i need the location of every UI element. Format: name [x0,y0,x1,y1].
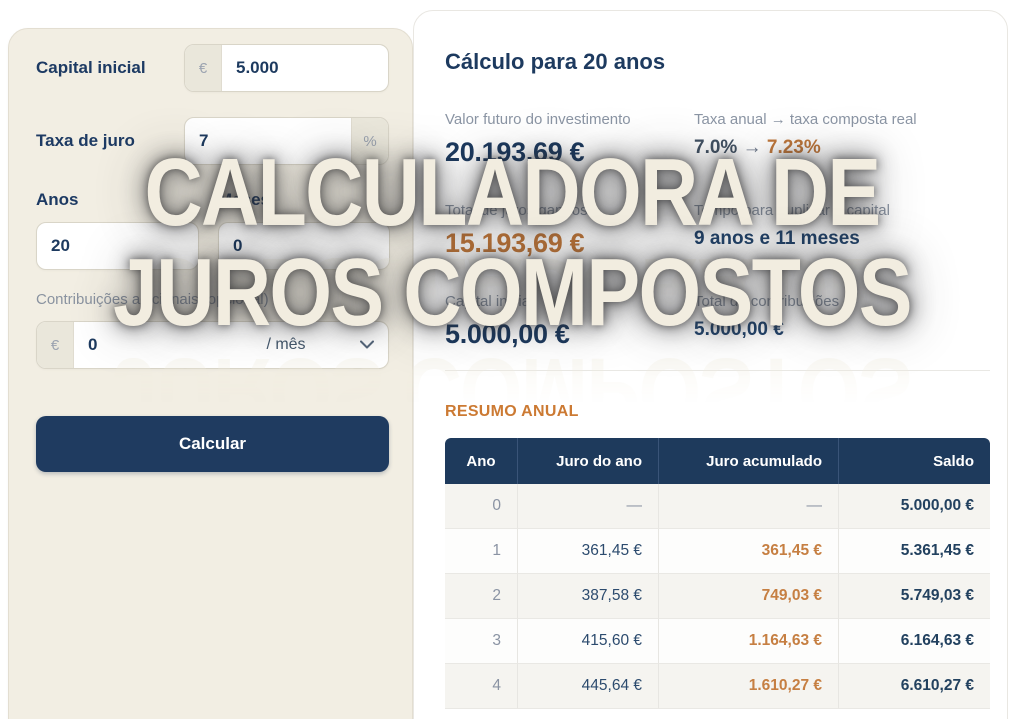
effective-rate: 7.23% [766,137,821,158]
col-header-year-interest: Juro do ano [518,438,659,484]
table-row: 2 387,58 € 749,03 € 5.749,03 € [445,574,990,619]
stat-doubling-time: Tempo para duplicar o capital 9 anos e 1… [694,202,990,259]
stat-value: 5.000,00 € [445,319,570,349]
cell-accumulated-interest: 749,03 € [659,574,839,619]
cell-balance: 5.000,00 € [839,484,990,529]
stat-total-contributions: Total de contribuições 5.000,00 € [694,293,990,350]
cell-accumulated-interest: — [659,484,839,529]
cell-balance: 6.610,27 € [839,664,990,709]
table-header-row: Ano Juro do ano Juro acumulado Saldo [445,438,990,484]
capital-input-group: € [184,44,389,92]
stat-label: Total de contribuições [694,293,840,310]
capital-label: Capital inicial [36,58,146,77]
table-row: 1 361,45 € 361,45 € 5.361,45 € [445,529,990,574]
chevron-down-icon [360,340,374,350]
contribution-frequency-select[interactable]: / mês [184,322,388,368]
rate-input[interactable] [185,118,351,164]
cell-accumulated-interest: 1.164,63 € [659,619,839,664]
years-input[interactable] [36,222,199,270]
cell-accumulated-interest: 1.610,27 € [659,664,839,709]
contribution-input[interactable] [74,322,184,368]
table-row: 3 415,60 € 1.164,63 € 6.164,63 € [445,619,990,664]
cell-accumulated-interest: 361,45 € [659,529,839,574]
euro-prefix-icon: € [37,322,74,368]
rate-input-group: % [184,117,389,165]
results-stats-grid: Valor futuro do investimento 20.193,69 €… [445,111,990,350]
cell-year: 3 [445,619,518,664]
stat-value: 15.193,69 € [445,228,585,258]
stat-effective-rate: Taxa anual → taxa composta real 7.0% → 7… [694,111,990,168]
table-row: 4 445,64 € 1.610,27 € 6.610,27 € [445,664,990,709]
stat-initial-capital: Capital inicial 5.000,00 € [445,293,694,350]
table-row: 0 — — 5.000,00 € [445,484,990,529]
stat-value: 9 anos e 11 meses [694,228,860,249]
months-input[interactable] [218,222,390,270]
stat-future-value: Valor futuro do investimento 20.193,69 € [445,111,694,168]
stat-value: 20.193,69 € [445,137,585,167]
cell-year: 4 [445,664,518,709]
rate-row: Taxa de juro % [36,117,389,165]
contribution-label: Contribuições adicionais (opcional) [36,291,269,308]
frequency-selected-value: / mês [266,336,306,353]
stat-label: Tempo para duplicar o capital [694,202,890,219]
cell-year-interest: 445,64 € [518,664,659,709]
arrow-icon: → [742,137,762,158]
stat-label: Capital inicial [445,293,534,310]
annual-summary-table: Ano Juro do ano Juro acumulado Saldo 0 —… [445,438,990,709]
col-header-balance: Saldo [839,438,990,484]
months-label: Meses [218,190,270,209]
col-header-accumulated-interest: Juro acumulado [659,438,839,484]
period-inputs-row [36,222,390,270]
stat-value: 5.000,00 € [694,319,784,340]
stat-total-interest: Total de juros ganhos 15.193,69 € [445,202,694,259]
rate-label: Taxa de juro [36,131,135,150]
contribution-input-group: € / mês [36,321,389,369]
euro-prefix-icon: € [185,45,222,91]
col-header-year: Ano [445,438,518,484]
section-divider [445,370,990,371]
stat-label: Taxa anual → taxa composta real [694,111,917,128]
annual-summary-title: RESUMO ANUAL [445,403,579,420]
cell-balance: 6.164,63 € [839,619,990,664]
cell-balance: 5.361,45 € [839,529,990,574]
stat-label: Valor futuro do investimento [445,111,631,128]
cell-balance: 5.749,03 € [839,574,990,619]
cell-year-interest: 387,58 € [518,574,659,619]
results-title: Cálculo para 20 anos [445,49,666,74]
calculator-form-card: Capital inicial € Taxa de juro % Anos Me… [8,28,413,719]
percent-suffix-icon: % [351,118,388,164]
calculate-button[interactable]: Calcular [36,416,389,472]
cell-year-interest: 415,60 € [518,619,659,664]
years-label: Anos [36,190,79,209]
stat-label: Total de juros ganhos [445,202,588,219]
cell-year: 2 [445,574,518,619]
stat-value: 7.0% → 7.23% [694,137,990,159]
cell-year: 0 [445,484,518,529]
results-card: Cálculo para 20 anos Valor futuro do inv… [413,10,1008,719]
capital-input[interactable] [222,45,388,91]
cell-year-interest: — [518,484,659,529]
cell-year: 1 [445,529,518,574]
cell-year-interest: 361,45 € [518,529,659,574]
period-labels-row: Anos Meses [36,190,389,210]
nominal-rate: 7.0% [694,137,738,158]
capital-row: Capital inicial € [36,44,389,92]
